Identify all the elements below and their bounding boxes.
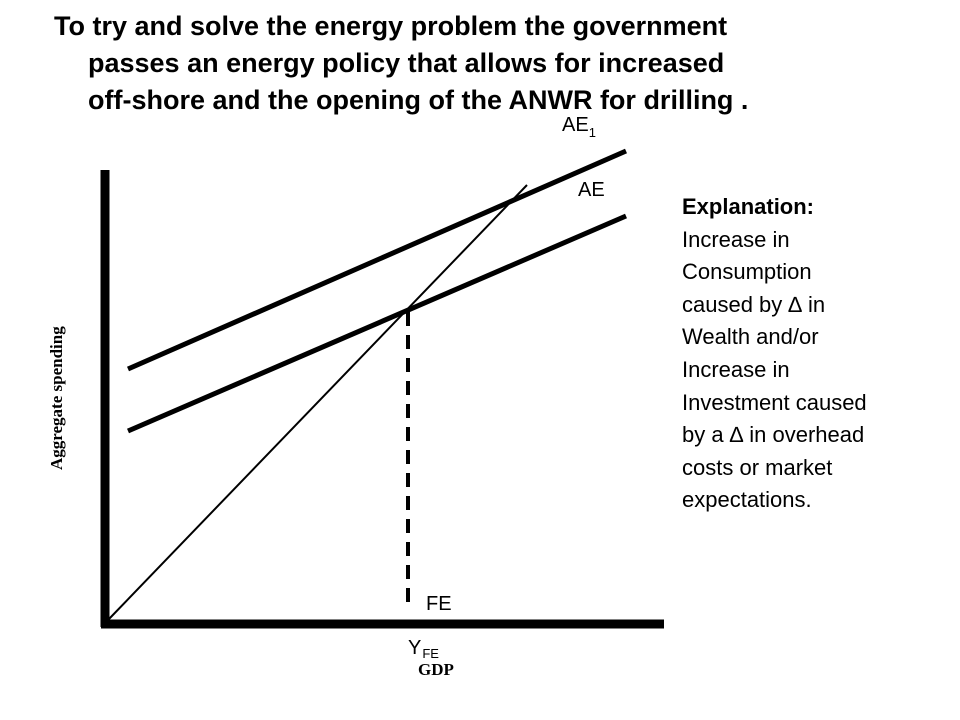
explanation-text: Increase in Consumption caused by ∆ in W… [682, 226, 867, 513]
yfe-label: YFE [408, 637, 439, 661]
explanation-heading: Explanation: [682, 194, 815, 219]
ae-curve [127, 213, 627, 434]
title-line-2: passes an energy policy that allows for … [88, 48, 725, 78]
title-line-3: off-shore and the opening of the ANWR fo… [88, 85, 749, 115]
explanation-box: Explanation: Increase in Consumption cau… [682, 191, 952, 517]
45-degree-line [108, 184, 528, 620]
x-axis-label: GDP [418, 660, 454, 679]
fe-label: FE [426, 593, 452, 615]
ae1-curve [126, 148, 628, 372]
slide-title: To try and solve the energy problem the … [54, 8, 934, 119]
title-line-1: To try and solve the energy problem the … [54, 11, 728, 41]
ae-label: AE [578, 179, 605, 201]
y-axis-label: Aggregate spending [47, 326, 66, 470]
ae1-label: AE1 [562, 114, 596, 140]
